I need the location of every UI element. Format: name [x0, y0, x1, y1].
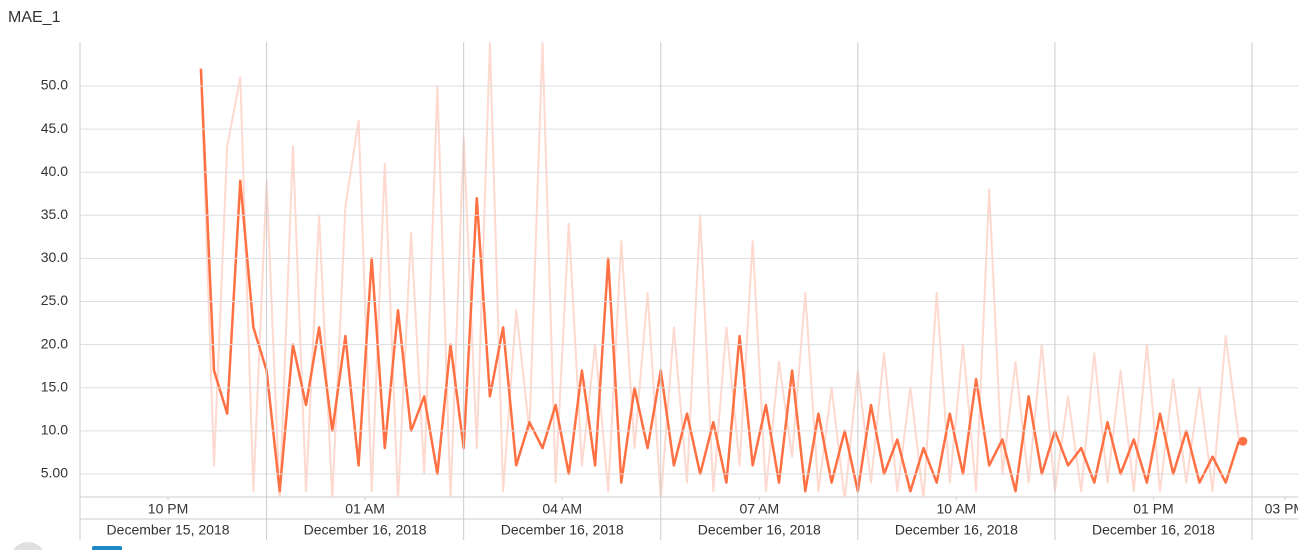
plot-area: [199, 42, 1241, 497]
x-tick-date: December 16, 2018: [501, 522, 624, 538]
x-tick-label: 01 PM: [1133, 501, 1173, 517]
x-tick-date: December 16, 2018: [895, 522, 1018, 538]
x-tick-label: 10 AM: [937, 501, 977, 517]
x-tick-label: 07 AM: [739, 501, 779, 517]
x-tick-date: December 16, 2018: [304, 522, 427, 538]
checkbox[interactable]: [92, 546, 122, 555]
x-tick-date: December 15, 2018: [107, 522, 230, 538]
y-tick-label: 50.0: [41, 77, 68, 93]
y-tick-label: 25.0: [41, 292, 68, 308]
x-tick-label: 04 AM: [542, 501, 582, 517]
y-tick-label: 40.0: [41, 163, 68, 179]
y-tick-label: 5.00: [41, 465, 68, 481]
x-tick-label: 03 PM: [1265, 501, 1298, 517]
y-tick-label: 30.0: [41, 249, 68, 265]
smoothed-line: [199, 68, 1241, 493]
y-tick-label: 10.0: [41, 422, 68, 438]
x-tick-label: 10 PM: [148, 501, 188, 517]
y-tick-label: 45.0: [41, 120, 68, 136]
x-tick-date: December 16, 2018: [698, 522, 821, 538]
x-tick-label: 01 AM: [345, 501, 385, 517]
y-tick-label: 35.0: [41, 206, 68, 222]
x-tick-date: December 16, 2018: [1092, 522, 1215, 538]
last-point: [1238, 436, 1248, 446]
y-tick-label: 15.0: [41, 378, 68, 394]
raw-line: [199, 42, 1240, 497]
chart-title: MAE_1: [8, 9, 61, 26]
toggle-button[interactable]: [10, 542, 46, 555]
y-tick-label: 20.0: [41, 335, 68, 351]
